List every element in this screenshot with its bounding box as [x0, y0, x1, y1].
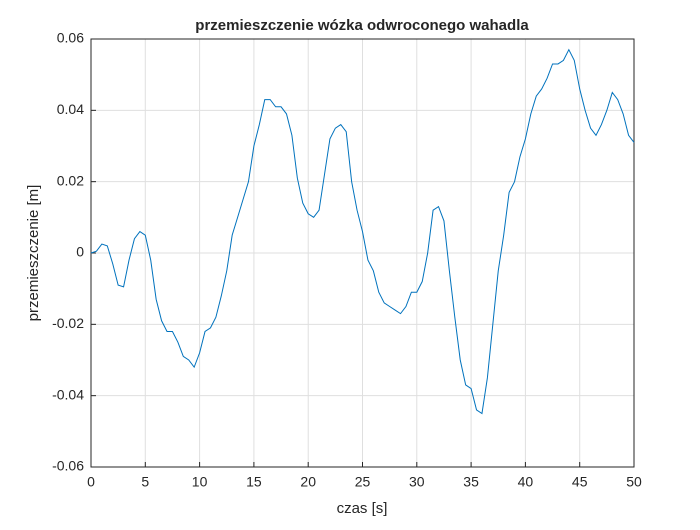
y-tick-label: 0.04: [57, 101, 84, 117]
x-tick-label: 25: [355, 474, 371, 490]
x-tick-label: 0: [87, 474, 95, 490]
data-line: [90, 48, 635, 415]
x-tick-label: 35: [463, 474, 479, 490]
x-axis-label: czas [s]: [337, 500, 388, 517]
y-axis-label: przemieszczenie [m]: [25, 185, 42, 322]
x-tick-label: 10: [192, 474, 208, 490]
x-tick-label: 5: [141, 474, 149, 490]
x-tick-label: 40: [518, 474, 534, 490]
y-tick-label: -0.02: [52, 315, 84, 331]
x-tick-label: 50: [626, 474, 642, 490]
y-tick-label: 0.02: [57, 172, 84, 188]
y-tick-label: -0.06: [52, 458, 84, 474]
y-tick-label: 0.06: [57, 30, 84, 46]
x-tick-label: 45: [572, 474, 588, 490]
y-tick-label: 0: [76, 244, 84, 260]
x-tick-label: 15: [246, 474, 262, 490]
chart-title: przemieszczenie wózka odwroconego wahadl…: [195, 17, 529, 34]
x-tick-label: 30: [409, 474, 425, 490]
x-tick-label: 20: [300, 474, 316, 490]
y-tick-label: -0.04: [52, 386, 84, 402]
